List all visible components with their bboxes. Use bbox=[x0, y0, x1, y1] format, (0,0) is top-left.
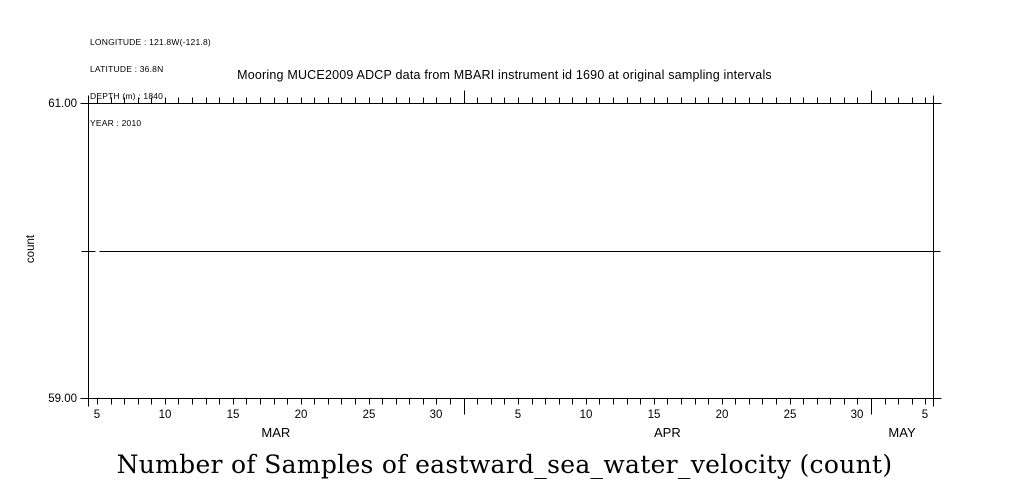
x-tick-label: 25 bbox=[363, 409, 376, 421]
metadata-year: YEAR : 2010 bbox=[90, 118, 142, 128]
y-tick-label: 61.00 bbox=[48, 98, 77, 110]
x-tick-label: 15 bbox=[648, 409, 661, 421]
y-tick-label: 59.00 bbox=[48, 393, 77, 405]
x-tick-label: 20 bbox=[716, 409, 729, 421]
x-tick-label: 25 bbox=[784, 409, 797, 421]
x-tick-label: 30 bbox=[851, 409, 864, 421]
x-tick-label: 15 bbox=[227, 409, 240, 421]
x-tick-label: 5 bbox=[515, 409, 521, 421]
y-axis-label: count bbox=[25, 234, 37, 264]
month-label: MAR bbox=[261, 425, 290, 440]
x-tick-label: 5 bbox=[922, 409, 928, 421]
plot-title: Mooring MUCE2009 ADCP data from MBARI in… bbox=[237, 68, 772, 82]
month-label: MAY bbox=[888, 425, 916, 440]
x-tick-label: 10 bbox=[580, 409, 593, 421]
bottom-title: Number of Samples of eastward_sea_water_… bbox=[116, 450, 893, 479]
x-tick-label: 5 bbox=[94, 409, 100, 421]
metadata-latitude: LATITUDE : 36.8N bbox=[90, 64, 164, 74]
x-tick-label: 30 bbox=[430, 409, 443, 421]
x-tick-label: 10 bbox=[159, 409, 172, 421]
metadata-depth: DEPTH (m) : 1840 bbox=[90, 91, 164, 101]
metadata-block: LONGITUDE : 121.8W(-121.8) LATITUDE : 36… bbox=[90, 20, 211, 146]
month-label: APR bbox=[654, 425, 681, 440]
x-tick-label: 20 bbox=[295, 409, 308, 421]
metadata-longitude: LONGITUDE : 121.8W(-121.8) bbox=[90, 37, 211, 47]
